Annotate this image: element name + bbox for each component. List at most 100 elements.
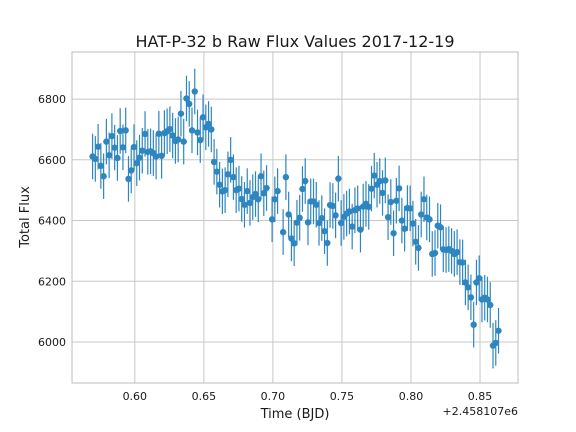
data-point [379,170,386,216]
data-marker [462,279,469,286]
data-point [332,192,339,239]
data-point [288,215,295,262]
data-marker [122,127,129,134]
data-marker [464,284,472,291]
data-marker [318,214,325,222]
data-point [141,111,149,157]
data-marker [221,186,229,194]
data-marker [230,173,237,181]
data-point [186,81,193,127]
data-point [426,196,433,243]
data-marker [395,185,403,192]
x-axis-label: Time (BJD) [260,407,330,422]
data-point [108,113,116,159]
data-point [293,199,301,246]
data-point [125,156,132,202]
data-point [260,170,267,216]
data-marker [406,205,414,212]
data-point [304,199,312,246]
data-marker [205,120,212,128]
data-point [285,191,292,238]
data-marker [290,240,298,247]
data-point [470,301,477,348]
x-tick-label: 0.75 [330,390,355,403]
data-point [415,225,422,271]
data-marker [470,321,477,328]
data-point [216,161,223,208]
data-point [279,209,287,255]
data-marker [139,147,146,154]
data-marker [213,168,221,175]
y-tick-label: 6600 [38,154,66,167]
data-marker [487,301,494,309]
data-point [409,200,417,247]
data-marker [216,181,223,188]
data-marker [271,196,279,203]
data-point [128,147,135,194]
data-marker [152,153,160,160]
data-marker [255,196,262,203]
data-marker [180,138,187,145]
data-point [268,196,276,243]
data-marker [321,227,328,235]
data-point [487,282,494,328]
data-point [329,183,337,229]
data-point [94,123,102,170]
data-marker [141,130,149,138]
data-marker [111,144,118,151]
data-marker [376,177,383,185]
data-marker [224,171,232,178]
data-marker [393,197,400,204]
data-point [255,176,262,223]
data-point [315,200,323,246]
data-point [191,68,198,115]
data-marker [197,136,204,144]
data-marker [191,88,198,95]
data-point [97,143,105,189]
y-tick-label: 6000 [38,336,66,349]
data-point [376,158,383,204]
x-tick-label: 0.70 [261,390,286,403]
data-marker [371,172,378,179]
data-point [183,75,190,122]
data-point [213,148,221,195]
data-point [177,90,185,137]
data-point [210,139,218,185]
y-tick-label: 6800 [38,93,66,106]
data-marker [208,126,215,133]
x-tick-label: 0.80 [399,390,424,403]
data-point [382,157,389,204]
data-point [180,118,187,165]
data-point [92,136,99,182]
data-marker [379,189,386,197]
data-marker [133,159,140,167]
data-marker [453,248,461,256]
data-marker [128,167,135,174]
data-point [152,133,160,180]
data-marker [241,201,248,208]
data-point [158,133,165,179]
data-marker [495,327,502,334]
data-marker [401,225,408,232]
data-point [230,154,237,200]
data-point [290,220,298,267]
data-marker [100,173,107,180]
data-marker [114,154,121,162]
data-marker [186,100,193,108]
y-tick-label: 6400 [38,215,66,228]
data-point [119,124,127,171]
data-marker [437,224,444,231]
data-point [227,137,234,183]
data-point [431,230,439,276]
data-marker [183,95,190,102]
data-point [318,195,325,241]
data-point [464,264,472,311]
data-marker [324,239,331,247]
data-marker [116,127,124,135]
data-point [357,206,364,253]
data-point [495,307,502,354]
data-marker [418,211,425,218]
data-point [136,134,143,181]
data-point [365,184,372,230]
data-marker [332,212,339,219]
